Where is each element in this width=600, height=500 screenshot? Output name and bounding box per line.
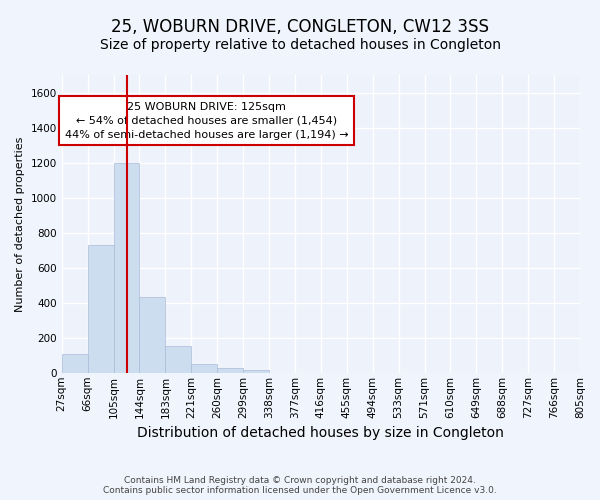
Text: 25 WOBURN DRIVE: 125sqm
← 54% of detached houses are smaller (1,454)
44% of semi: 25 WOBURN DRIVE: 125sqm ← 54% of detache… (65, 102, 349, 140)
Text: Size of property relative to detached houses in Congleton: Size of property relative to detached ho… (100, 38, 500, 52)
Bar (217, 368, 243, 373)
Text: Contains HM Land Registry data © Crown copyright and database right 2024.
Contai: Contains HM Land Registry data © Crown c… (103, 476, 497, 495)
Text: 25, WOBURN DRIVE, CONGLETON, CW12 3SS: 25, WOBURN DRIVE, CONGLETON, CW12 3SS (111, 18, 489, 36)
Bar (62, 354, 88, 373)
Bar (166, 346, 191, 373)
X-axis label: Distribution of detached houses by size in Congleton: Distribution of detached houses by size … (137, 426, 504, 440)
Bar (139, 298, 166, 373)
Bar (113, 162, 139, 373)
Bar (88, 245, 113, 373)
Bar (191, 364, 217, 373)
Bar (243, 370, 269, 373)
Y-axis label: Number of detached properties: Number of detached properties (15, 136, 25, 312)
